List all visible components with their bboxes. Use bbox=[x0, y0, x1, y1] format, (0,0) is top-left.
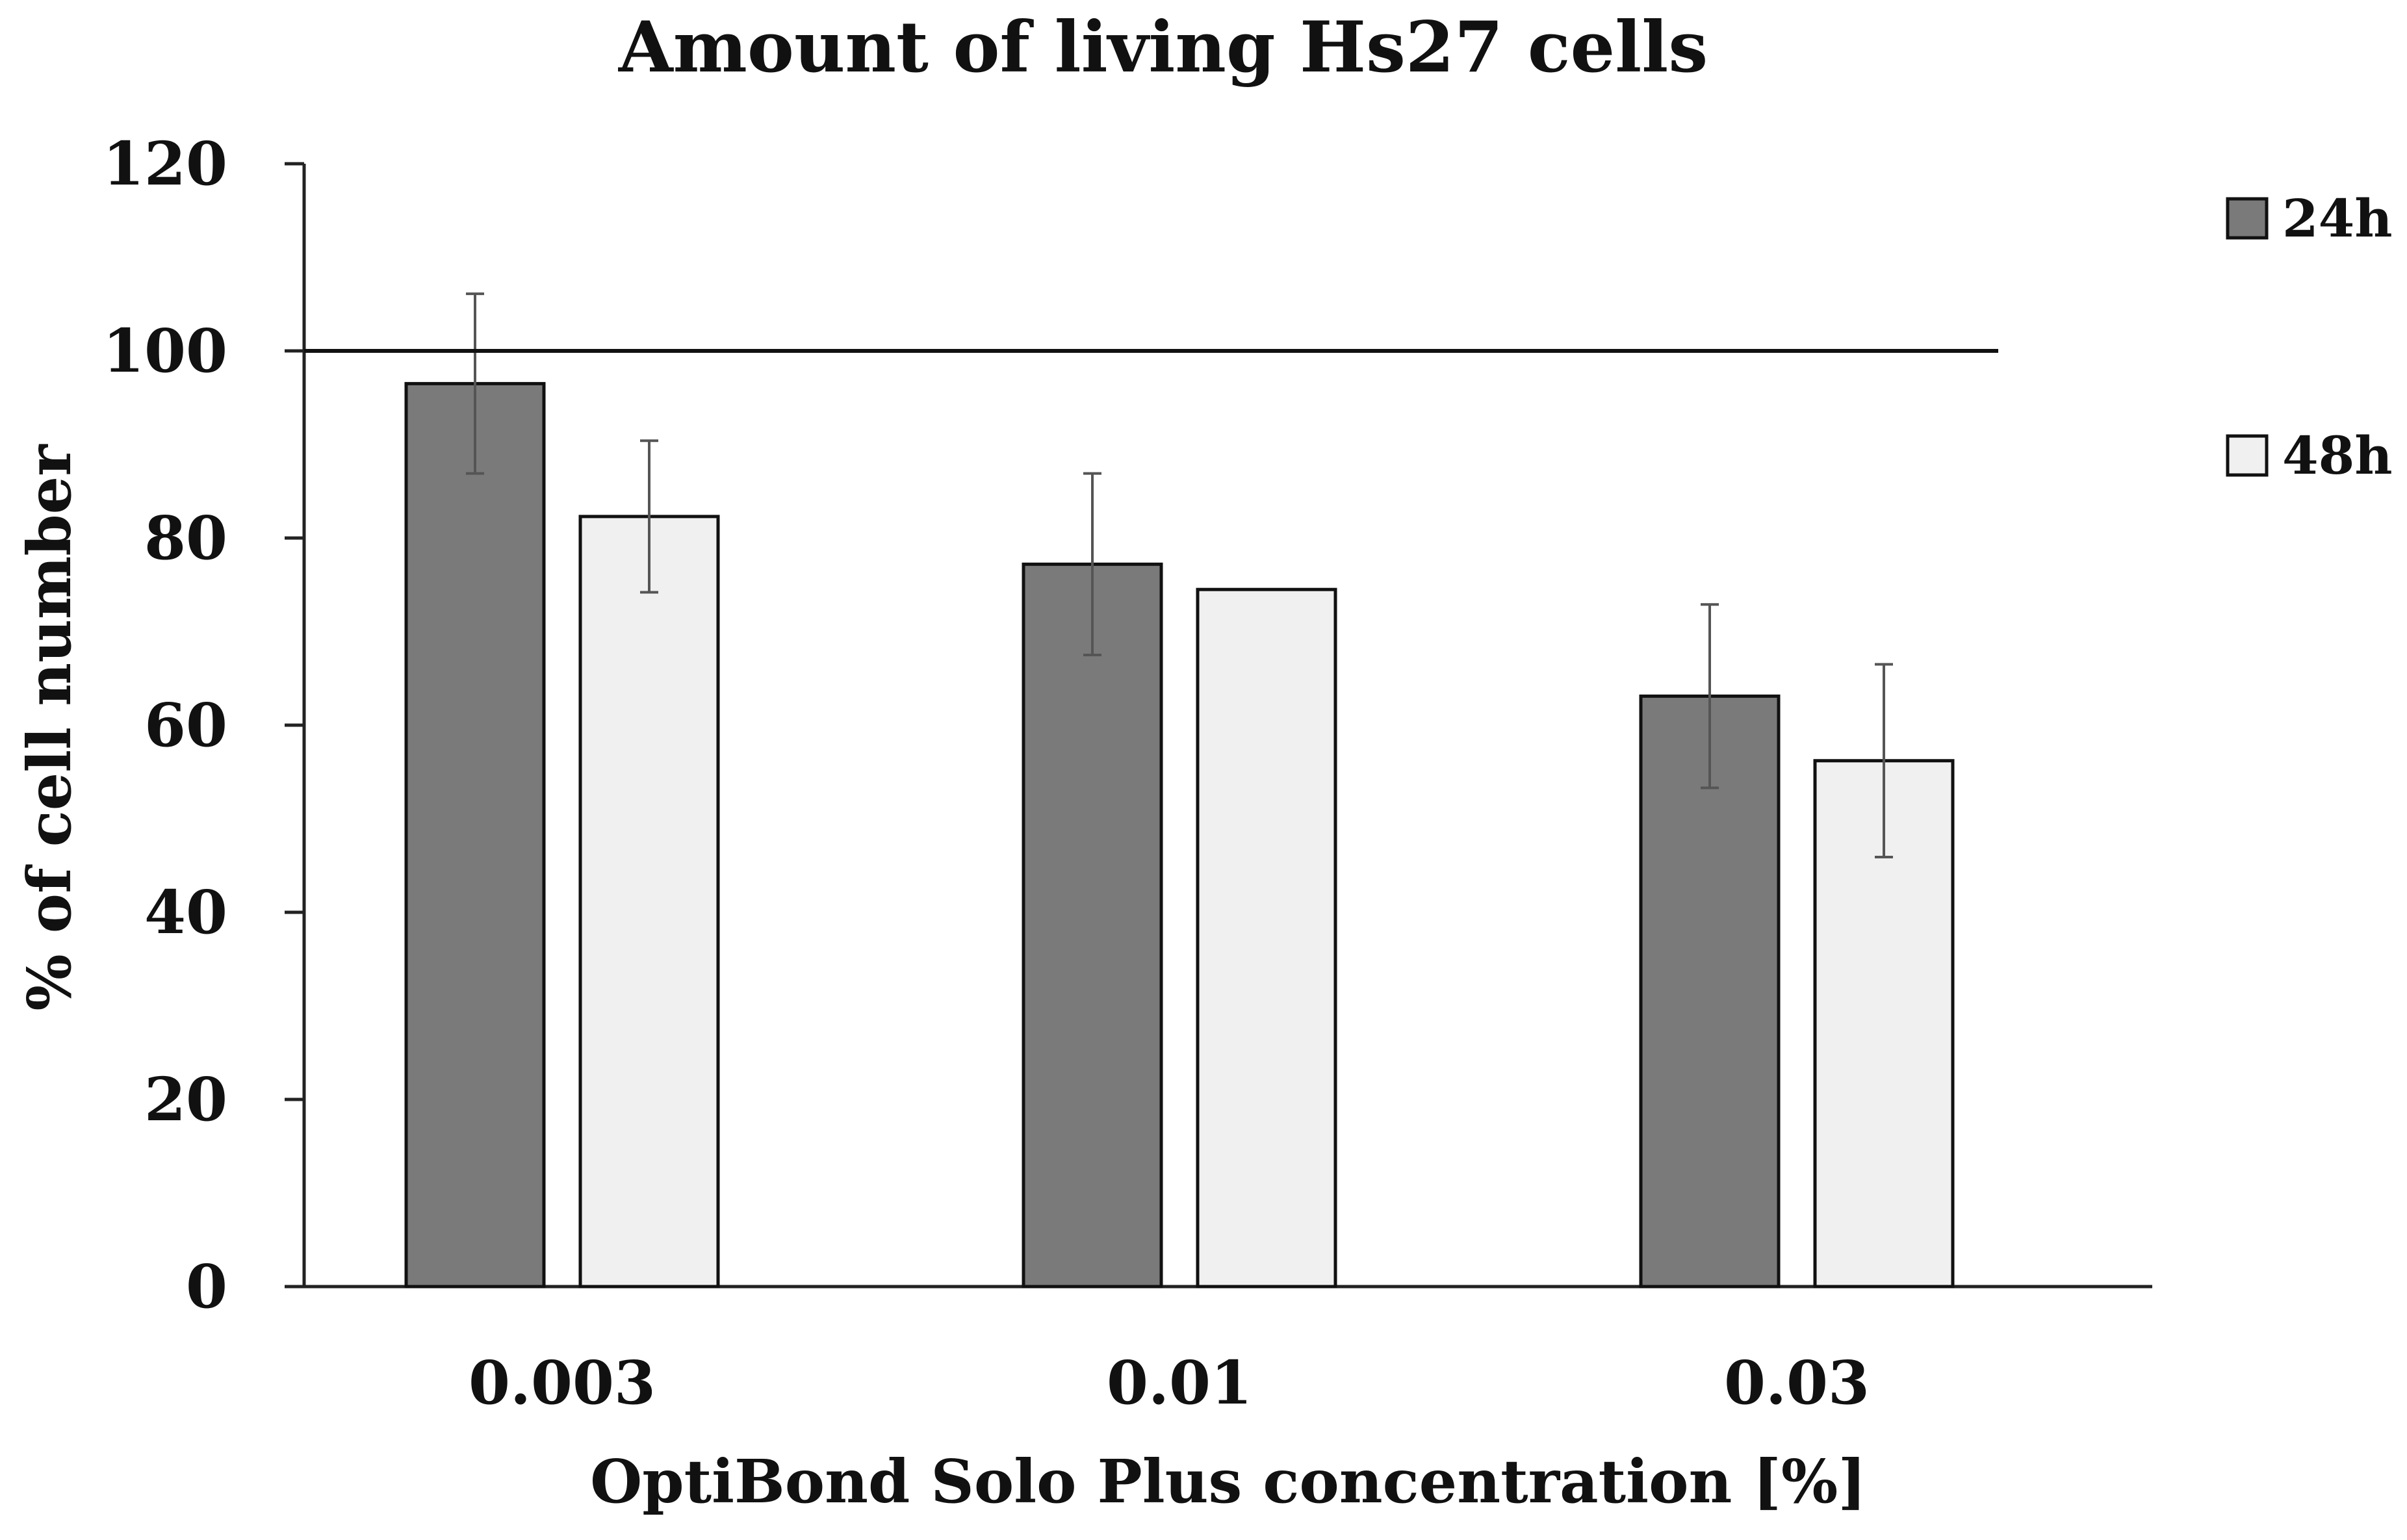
y-axis-label: % of cell number bbox=[14, 444, 84, 1011]
x-category-label: 0.003 bbox=[469, 1348, 656, 1418]
y-tick-label: 80 bbox=[144, 503, 227, 573]
plot-area: 0 20 40 60 80 100 120 0.003 0.01 0.03 bbox=[103, 129, 2152, 1418]
legend-label-48h: 48h bbox=[2282, 425, 2393, 486]
x-category-label: 0.01 bbox=[1107, 1348, 1252, 1418]
legend-swatch-48h bbox=[2226, 434, 2269, 477]
bar-48h-0.01 bbox=[1196, 587, 1337, 1289]
y-tick-label: 120 bbox=[103, 129, 227, 199]
y-tick-label: 0 bbox=[186, 1251, 227, 1322]
legend: 24h 48h bbox=[2226, 188, 2393, 486]
y-tick-label: 60 bbox=[144, 690, 227, 760]
y-tick-label: 20 bbox=[144, 1064, 227, 1135]
bar-24h-0.01 bbox=[1022, 562, 1163, 1289]
bar-48h-0.003 bbox=[578, 515, 720, 1289]
chart-title: Amount of living Hs27 cells bbox=[618, 6, 1708, 88]
y-tick-label: 40 bbox=[144, 877, 227, 947]
x-category-label: 0.03 bbox=[1724, 1348, 1870, 1418]
y-tick-label: 100 bbox=[103, 316, 227, 386]
legend-label-24h: 24h bbox=[2282, 188, 2393, 249]
legend-swatch-24h bbox=[2226, 197, 2269, 240]
x-axis-label: OptiBond Solo Plus concentration [%] bbox=[590, 1446, 1866, 1517]
bar-24h-0.003 bbox=[404, 381, 546, 1289]
